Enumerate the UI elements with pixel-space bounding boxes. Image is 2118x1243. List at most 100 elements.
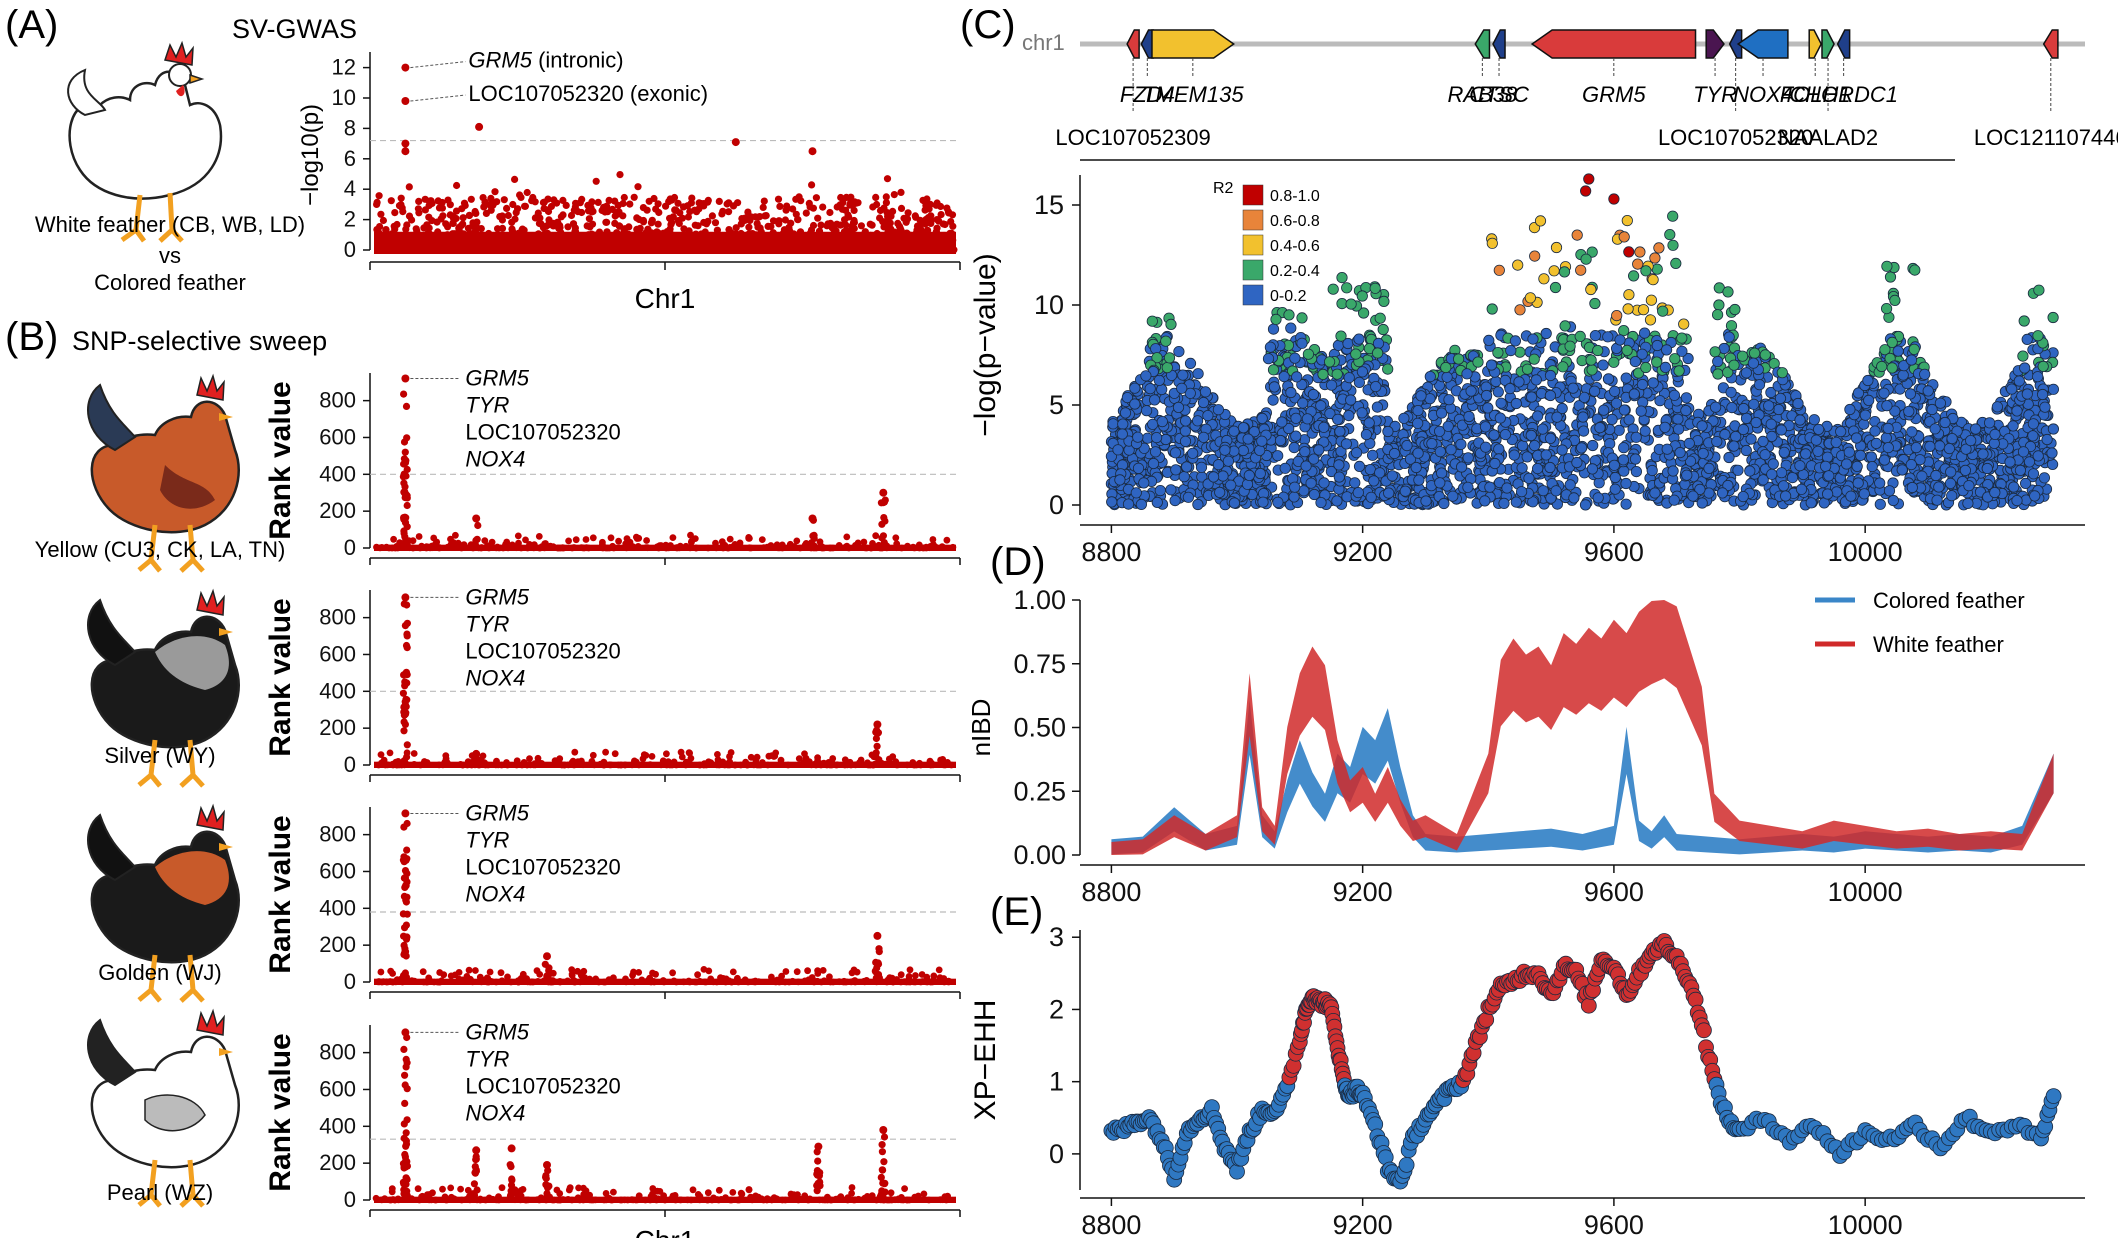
snp-point: [545, 216, 552, 223]
peak-point: [879, 1141, 886, 1148]
peak-top-point: [873, 721, 881, 729]
locus-point: [1539, 274, 1549, 284]
snp-point: [754, 754, 761, 761]
snp-point: [590, 534, 597, 541]
locus-point: [1679, 319, 1689, 329]
locus-point: [1677, 333, 1687, 343]
locus-point: [1654, 243, 1664, 253]
gene-label: LOC121107446: [1974, 125, 2118, 150]
locus-point: [1367, 450, 1377, 460]
snp-point: [398, 195, 405, 202]
snp-point: [663, 750, 670, 757]
dense-point-band: [374, 979, 956, 985]
dense-point-band: [374, 232, 956, 254]
snp-point: [487, 969, 494, 976]
snp-point: [759, 536, 766, 543]
chromosome-label: chr1: [1022, 30, 1065, 55]
annotation-gene: NOX4: [465, 447, 525, 472]
snp-point: [937, 203, 944, 210]
locus-point: [1609, 357, 1619, 367]
snp-point: [936, 967, 943, 974]
snp-point: [670, 534, 677, 541]
breed-label-golden: Golden (WJ): [98, 960, 221, 985]
locus-point: [1875, 499, 1885, 509]
locus-point: [1333, 340, 1343, 350]
peak-point: [401, 147, 409, 155]
snp-point: [436, 204, 443, 211]
locus-point: [1442, 372, 1452, 382]
snp-point: [599, 207, 606, 214]
peak-point: [403, 679, 410, 686]
annotation-gene: TYR: [465, 827, 509, 852]
locus-point: [1898, 370, 1908, 380]
y-tick-label: 0: [344, 752, 356, 777]
snp-point: [610, 1189, 617, 1196]
snp-point: [747, 213, 754, 220]
gene-arrow: [1532, 30, 1695, 58]
snp-point: [426, 198, 433, 205]
peak-point: [732, 138, 740, 146]
peak-top-point: [543, 952, 551, 960]
snp-point: [643, 537, 650, 544]
snp-point: [416, 533, 423, 540]
locus-point: [1710, 347, 1720, 357]
peak-top-point: [472, 1146, 480, 1154]
locus-point: [1713, 369, 1723, 379]
snp-point: [390, 536, 397, 543]
locus-point: [1619, 325, 1629, 335]
locus-point: [1297, 313, 1307, 323]
annotation-gene: LOC107052320: [465, 638, 620, 663]
snp-point: [872, 532, 879, 539]
peak-point: [882, 1189, 889, 1196]
snp-point: [626, 201, 633, 208]
annotation-gene: LOC107052320: [468, 81, 623, 106]
snp-point: [719, 208, 726, 215]
gene-label: CHORDC1: [1789, 82, 1898, 107]
peak-point: [543, 1190, 550, 1197]
peak-point: [403, 403, 410, 410]
peak-point: [404, 741, 411, 748]
snp-point: [602, 749, 609, 756]
snp-point: [814, 215, 821, 222]
snp-point: [701, 966, 708, 973]
snp-point: [907, 966, 914, 973]
locus-point: [1284, 310, 1294, 320]
y-tick-label: 200: [319, 715, 356, 740]
peak-point: [403, 1129, 410, 1136]
snp-point: [453, 182, 460, 189]
locus-point: [1328, 284, 1338, 294]
snp-point: [719, 538, 726, 545]
snp-point: [867, 221, 874, 228]
peak-point: [400, 391, 407, 398]
locus-point: [1650, 253, 1660, 263]
locus-point: [1713, 356, 1723, 366]
y-tick-label: 0: [344, 969, 356, 994]
locus-point: [1182, 462, 1192, 472]
locus-point: [1268, 395, 1278, 405]
snp-point: [522, 203, 529, 210]
snp-point: [726, 753, 733, 760]
annotation-gene: GRM5: [468, 48, 532, 73]
snp-point: [748, 754, 755, 761]
snp-point: [633, 214, 640, 221]
y-axis-label: Rank value: [264, 381, 297, 539]
locus-point: [1372, 402, 1382, 412]
peak-point: [880, 1158, 887, 1165]
snp-point: [776, 203, 783, 210]
snp-point: [514, 205, 521, 212]
snp-point: [844, 211, 851, 218]
snp-point: [884, 175, 891, 182]
snp-point: [796, 193, 803, 200]
peak-point: [814, 1187, 821, 1194]
locus-point: [1529, 440, 1539, 450]
locus-point: [1599, 405, 1609, 415]
y-tick-label: 800: [319, 388, 356, 413]
snp-point: [511, 176, 518, 183]
snp-point: [757, 224, 764, 231]
snp-point: [849, 1184, 856, 1191]
peak-point: [401, 471, 408, 478]
annotation-gene: GRM5: [465, 800, 529, 825]
peak-point: [508, 1182, 515, 1189]
y-tick-label: 0: [344, 535, 356, 560]
